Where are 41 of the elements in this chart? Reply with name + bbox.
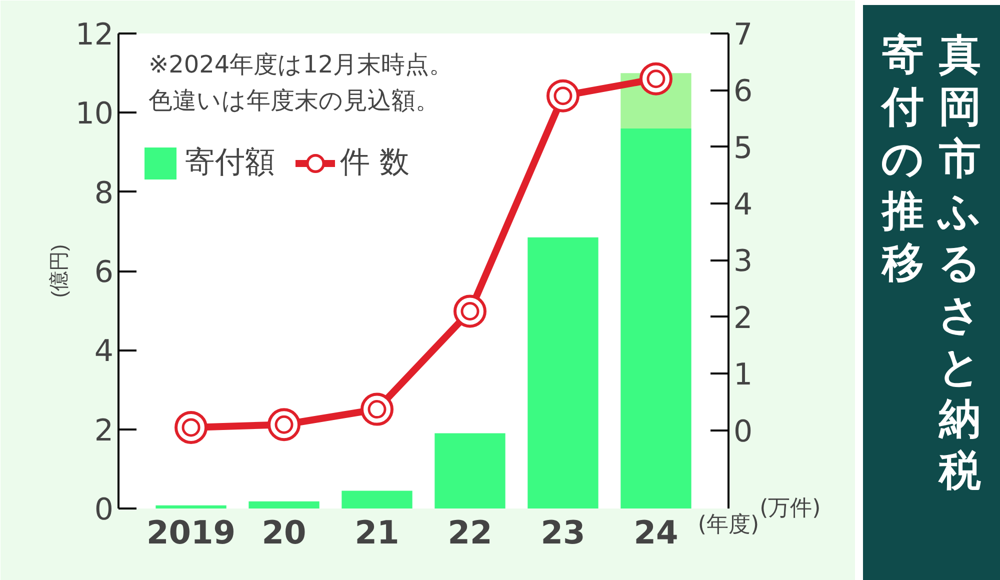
y2-tick-label: 0 — [734, 414, 753, 450]
y-tick-label: 0 — [94, 492, 114, 528]
x-tick-label: 23 — [540, 514, 586, 552]
y-tick-label: 10 — [75, 96, 114, 132]
y2-tick-label: 2 — [734, 300, 753, 336]
x-tick-label: 2019 — [146, 514, 236, 552]
point — [546, 79, 580, 112]
bar — [434, 433, 506, 508]
legend-label: 寄付額 — [185, 144, 275, 182]
y-tick-label: 8 — [94, 176, 114, 211]
x-axis-title: (年度) — [698, 512, 760, 538]
point — [268, 408, 301, 442]
y2-tick-label: 3 — [734, 244, 753, 280]
y-axis-title: (億円) — [48, 244, 70, 298]
point — [174, 410, 208, 444]
x-tick-label: 24 — [634, 514, 678, 552]
x-tick-label: 22 — [448, 514, 492, 552]
bar — [156, 505, 226, 508]
y2-tick-label: 1 — [734, 358, 753, 393]
annotation: ※2024年度は12月末時点。 — [148, 50, 454, 78]
x-tick-label: 20 — [262, 514, 306, 552]
annotation: 色違いは年度末の見込額。 — [148, 86, 440, 114]
y2-axis-title: (万件) — [760, 496, 821, 521]
point — [639, 62, 672, 96]
y2-tick-label: 5 — [734, 130, 753, 166]
chart-title: 真岡市ふるさと納税寄付の推移 — [881, 30, 981, 495]
point — [453, 294, 486, 328]
bar — [620, 128, 692, 508]
bar — [528, 237, 598, 508]
y-tick-label: 4 — [94, 334, 114, 370]
legend-label: 件 数 — [340, 144, 410, 182]
bar — [342, 490, 412, 508]
x-tick-label: 21 — [354, 514, 400, 552]
bar — [248, 501, 320, 508]
y-tick-label: 2 — [94, 413, 114, 448]
y-tick-label: 12 — [75, 18, 114, 52]
y2-tick-label: 6 — [734, 74, 753, 110]
y2-tick-label: 4 — [734, 188, 753, 223]
y2-tick-label: 7 — [734, 18, 753, 52]
point — [360, 392, 394, 426]
y-tick-label: 6 — [94, 255, 114, 290]
